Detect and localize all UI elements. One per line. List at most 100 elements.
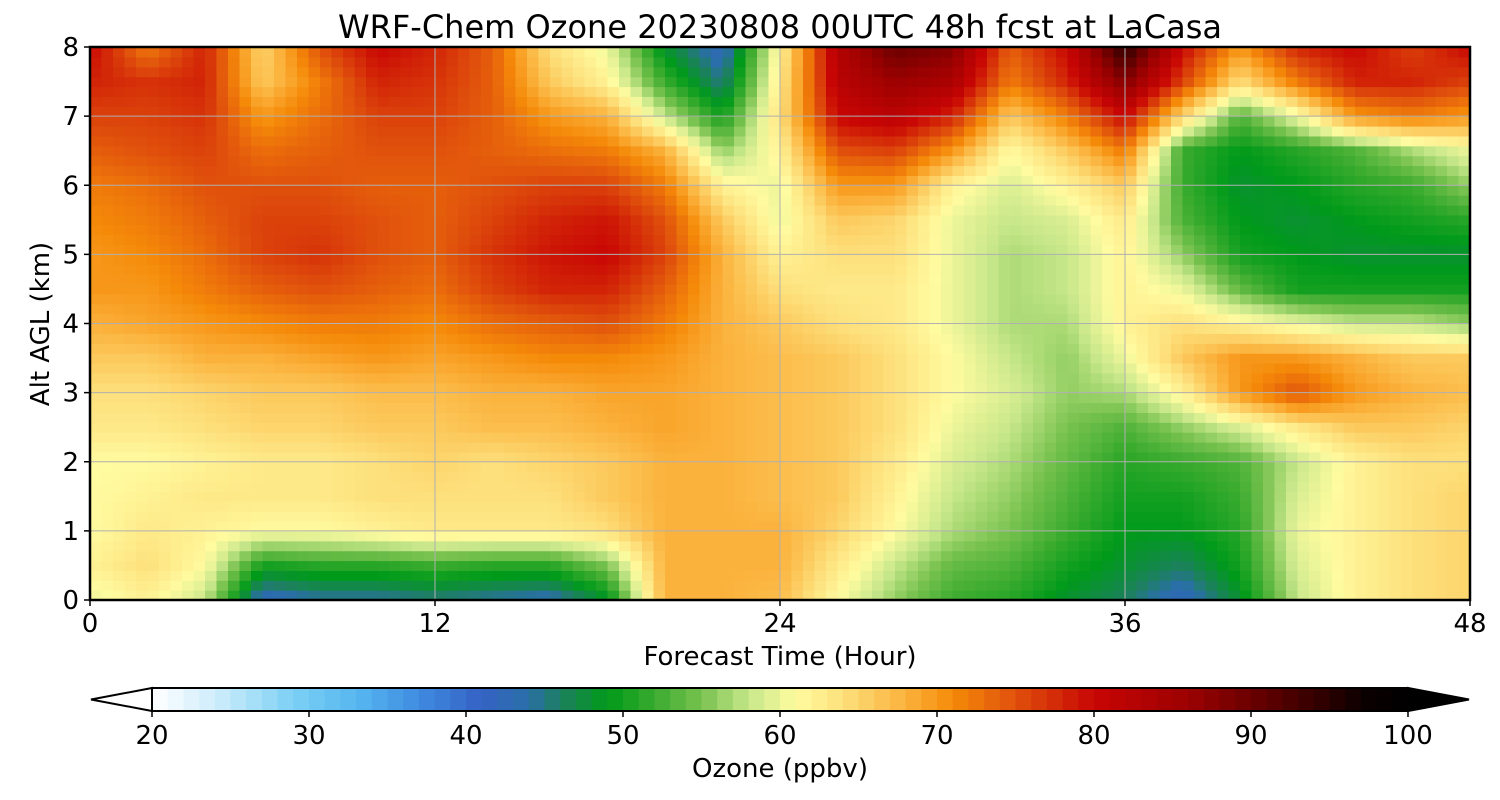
heatmap-cell — [688, 66, 701, 78]
heatmap-cell — [331, 323, 344, 334]
heatmap-cell — [354, 501, 367, 512]
heatmap-cell — [481, 244, 494, 255]
heatmap-cell — [504, 76, 517, 88]
heatmap-cell — [343, 205, 356, 216]
heatmap-cell — [170, 313, 183, 325]
heatmap-cell — [1056, 165, 1069, 176]
heatmap-cell — [573, 135, 586, 147]
heatmap-cell — [1056, 66, 1069, 78]
heatmap-cell — [722, 264, 735, 275]
heatmap-cell — [676, 333, 689, 344]
heatmap-cell — [193, 214, 206, 226]
heatmap-cell — [998, 66, 1011, 78]
heatmap-cell — [642, 106, 655, 117]
heatmap-cell — [481, 451, 494, 463]
heatmap-cell — [929, 86, 942, 97]
heatmap-cell — [1056, 521, 1069, 532]
heatmap-cell — [653, 303, 666, 315]
heatmap-cell — [389, 175, 402, 186]
heatmap-cell — [251, 86, 264, 97]
heatmap-cell — [366, 540, 379, 552]
heatmap-cell — [1010, 343, 1023, 354]
heatmap-cell — [285, 165, 298, 176]
heatmap-cell — [354, 106, 367, 117]
heatmap-cell — [803, 461, 816, 473]
heatmap-cell — [435, 580, 448, 591]
heatmap-cell — [596, 432, 609, 443]
heatmap-cell — [883, 540, 896, 552]
heatmap-cell — [308, 126, 321, 137]
heatmap-cell — [308, 540, 321, 552]
heatmap-cell — [228, 264, 241, 275]
heatmap-cell — [147, 590, 160, 600]
heatmap-cell — [101, 550, 114, 562]
heatmap-cell — [561, 461, 574, 473]
heatmap-cell — [653, 185, 666, 196]
heatmap-cell — [665, 540, 678, 552]
heatmap-cell — [711, 244, 724, 255]
heatmap-cell — [665, 570, 678, 581]
heatmap-cell — [642, 205, 655, 216]
heatmap-cell — [573, 540, 586, 552]
heatmap-cell — [642, 214, 655, 226]
heatmap-cell — [170, 471, 183, 483]
heatmap-cell — [1067, 333, 1080, 344]
heatmap-cell — [297, 303, 310, 315]
heatmap-cell — [216, 56, 229, 68]
heatmap-cell — [883, 521, 896, 532]
heatmap-cell — [193, 550, 206, 562]
heatmap-cell — [849, 145, 862, 157]
heatmap-cell — [331, 392, 344, 404]
heatmap-cell — [147, 353, 160, 364]
heatmap-cell — [331, 481, 344, 492]
heatmap-cell — [1010, 432, 1023, 443]
heatmap-cell — [906, 363, 919, 374]
heatmap-cell — [297, 511, 310, 522]
heatmap-cell — [619, 402, 632, 413]
heatmap-cell — [561, 244, 574, 255]
heatmap-cell — [941, 451, 954, 463]
heatmap-cell — [849, 116, 862, 127]
heatmap-cell — [297, 96, 310, 107]
heatmap-cell — [699, 590, 712, 600]
heatmap-cell — [274, 521, 287, 532]
heatmap-cell — [389, 274, 402, 285]
heatmap-cell — [918, 47, 931, 58]
heatmap-cell — [561, 432, 574, 443]
heatmap-cell — [285, 402, 298, 413]
heatmap-cell — [182, 175, 195, 186]
heatmap-cell — [285, 521, 298, 532]
heatmap-cell — [308, 224, 321, 236]
heatmap-cell — [711, 165, 724, 176]
heatmap-cell — [262, 382, 275, 394]
heatmap-cell — [722, 412, 735, 423]
heatmap-cell — [412, 521, 425, 532]
heatmap-cell — [630, 234, 643, 246]
heatmap-cell — [274, 224, 287, 236]
heatmap-cell — [573, 530, 586, 542]
heatmap-cell — [619, 303, 632, 315]
heatmap-cell — [538, 56, 551, 68]
heatmap-cell — [205, 363, 218, 374]
heatmap-cell — [998, 323, 1011, 334]
heatmap-cell — [561, 165, 574, 176]
heatmap-cell — [1010, 126, 1023, 137]
heatmap-cell — [561, 224, 574, 236]
heatmap-cell — [699, 461, 712, 473]
heatmap-cell — [527, 432, 540, 443]
heatmap-cell — [159, 382, 172, 394]
heatmap-cell — [929, 145, 942, 157]
heatmap-cell — [561, 580, 574, 591]
heatmap-cell — [745, 155, 758, 167]
heatmap-cell — [527, 165, 540, 176]
heatmap-cell — [906, 392, 919, 404]
heatmap-cell — [1102, 471, 1115, 483]
heatmap-cell — [377, 185, 390, 196]
heatmap-cell — [331, 363, 344, 374]
heatmap-cell — [1102, 353, 1115, 364]
heatmap-cell — [389, 96, 402, 107]
heatmap-cell — [998, 402, 1011, 413]
heatmap-cell — [343, 126, 356, 137]
heatmap-cell — [113, 195, 126, 206]
heatmap-cell — [1113, 580, 1126, 591]
